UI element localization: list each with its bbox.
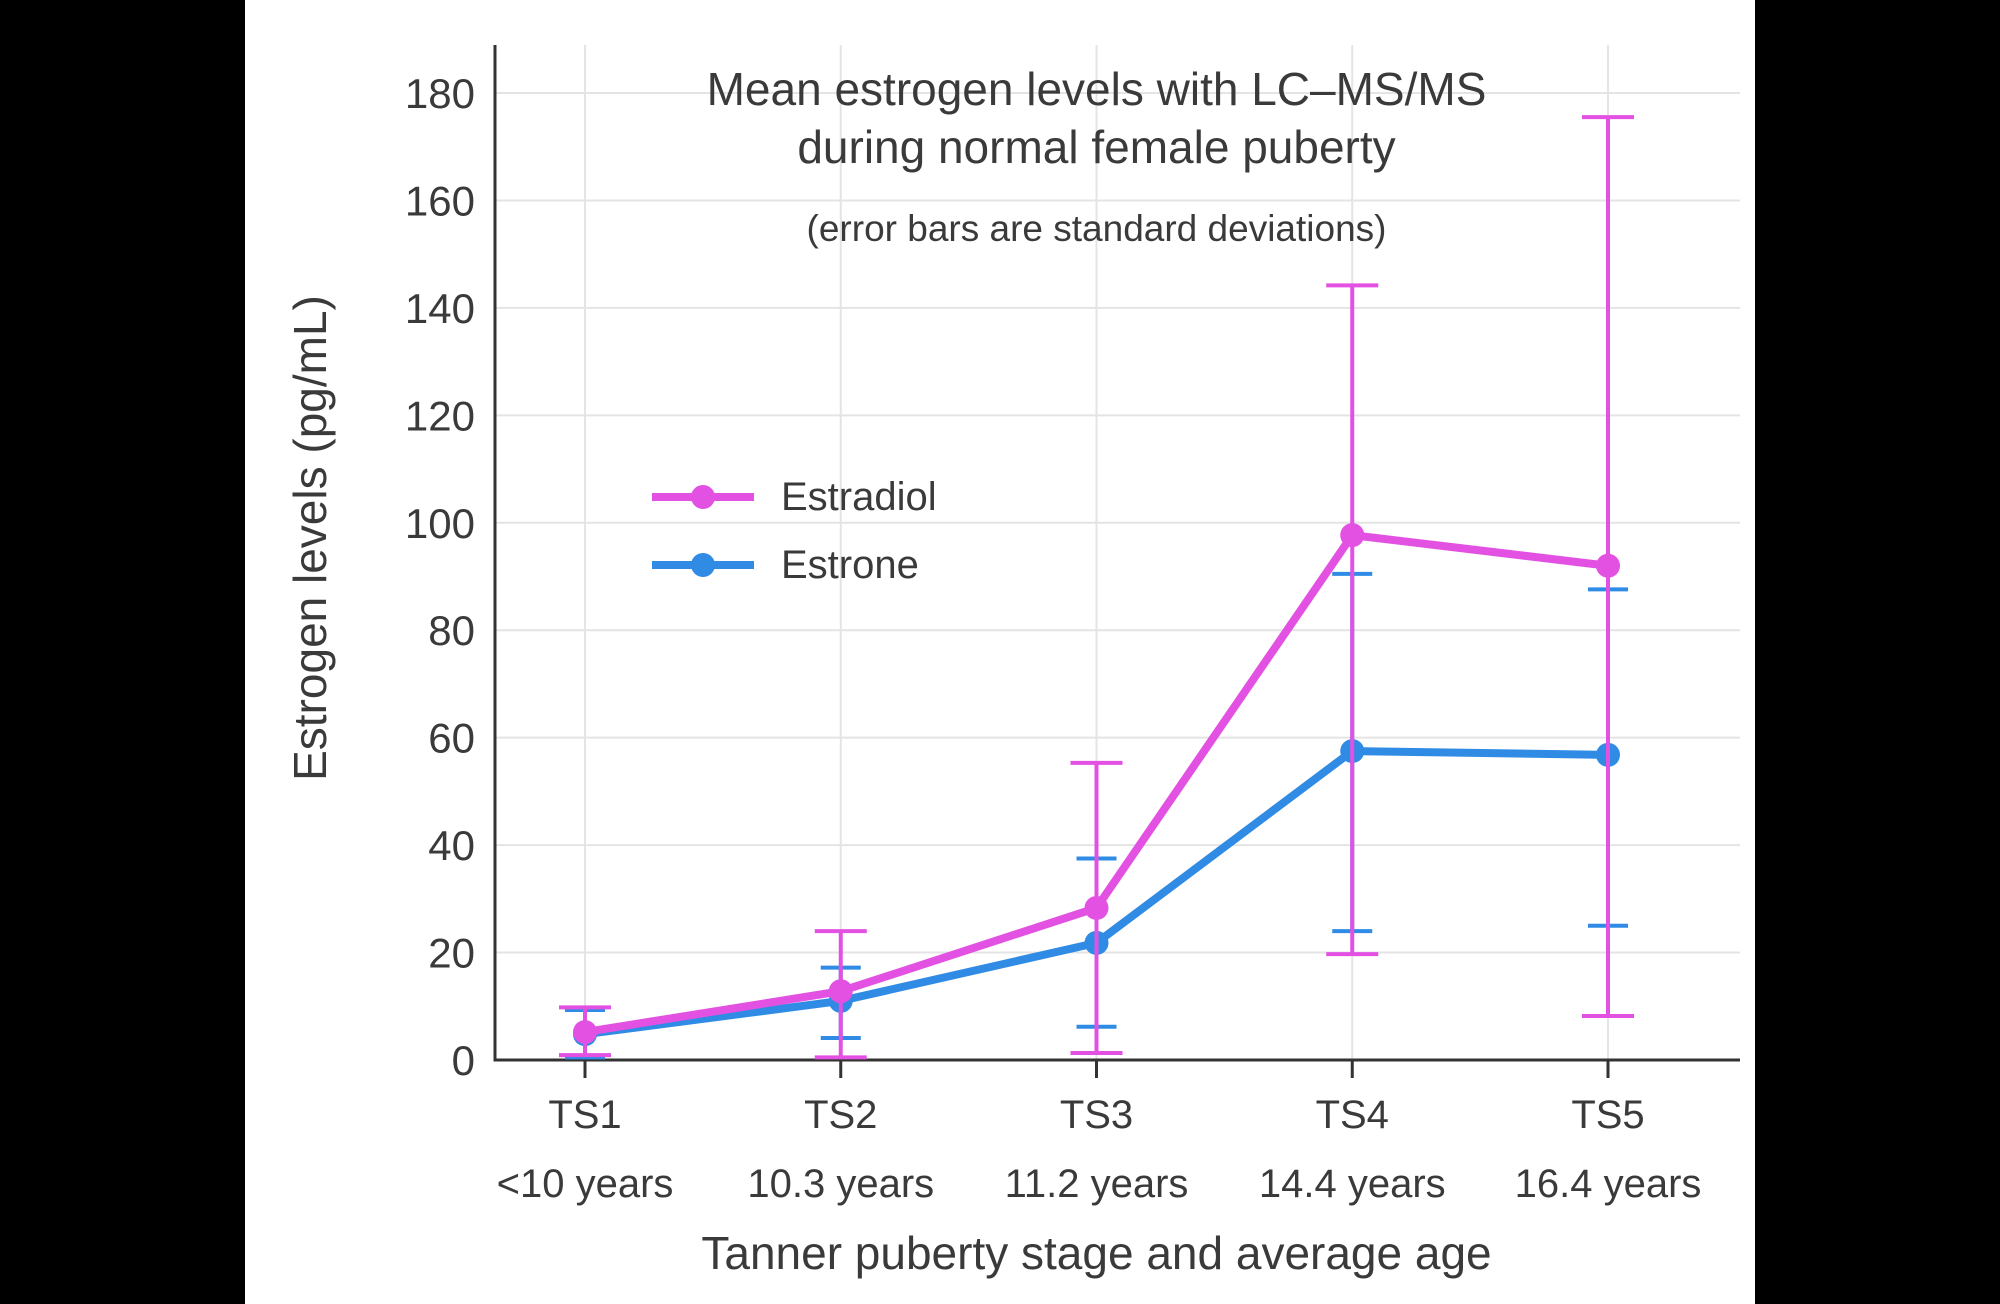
- legend-item-estradiol: Estradiol: [647, 469, 937, 525]
- x-category-label: TS2: [804, 1093, 877, 1137]
- estradiol-point: [1084, 895, 1109, 920]
- y-tick-label: 120: [405, 392, 475, 439]
- legend-dot-sample: [691, 553, 715, 577]
- legend-dot-sample: [691, 485, 715, 509]
- x-category-label: TS5: [1571, 1093, 1644, 1137]
- chart-title-line1: Mean estrogen levels with LC–MS/MS: [706, 63, 1487, 115]
- legend-label-estradiol: Estradiol: [781, 474, 937, 519]
- legend-label-estrone: Estrone: [781, 542, 919, 587]
- chart-subtitle: (error bars are standard deviations): [806, 208, 1387, 249]
- y-tick-label: 160: [405, 177, 475, 224]
- x-category-label: TS3: [1060, 1093, 1133, 1137]
- estradiol-point: [828, 979, 853, 1004]
- legend-item-estrone: Estrone: [647, 537, 937, 593]
- estrone-swatch-icon: [652, 553, 754, 577]
- legend: Estradiol Estrone: [647, 469, 937, 593]
- y-tick-label: 40: [428, 822, 475, 869]
- chart-title: Mean estrogen levels with LC–MS/MS durin…: [585, 60, 1608, 176]
- x-axis-title: Tanner puberty stage and average age: [701, 1227, 1492, 1279]
- estradiol-point: [573, 1020, 597, 1045]
- estradiol-point: [1340, 523, 1365, 548]
- y-axis-title: Estrogen levels (pg/mL): [284, 295, 336, 781]
- axes: [493, 45, 1740, 1078]
- y-tick-label: 100: [405, 500, 475, 547]
- chart-title-line2: during normal female puberty: [797, 121, 1396, 173]
- x-age-label: 11.2 years: [1005, 1162, 1189, 1206]
- x-age-label: 10.3 years: [747, 1162, 934, 1206]
- chart-panel: 0 20 40 60 80 100 120 140 160 180 TS1 <10 years TS2 1…: [245, 0, 1755, 1304]
- y-tick-label: 60: [428, 715, 475, 762]
- estradiol-point: [1596, 553, 1620, 578]
- chart-svg: 0 20 40 60 80 100 120 140 160 180 TS1 <10 years TS2 1…: [405, 45, 1740, 1206]
- x-age-label: <10 years: [497, 1162, 674, 1206]
- x-age-label: 16.4 years: [1515, 1162, 1702, 1206]
- x-category-label: TS1: [548, 1093, 621, 1137]
- y-tick-label: 140: [405, 285, 475, 332]
- x-age-label: 14.4 years: [1259, 1162, 1446, 1206]
- y-tick-label: 20: [428, 930, 475, 977]
- y-tick-label: 180: [405, 70, 475, 117]
- estradiol-swatch-icon: [652, 485, 754, 509]
- y-tick-label: 0: [452, 1037, 475, 1084]
- y-tick-label: 80: [428, 607, 475, 654]
- x-category-label: TS4: [1316, 1093, 1389, 1137]
